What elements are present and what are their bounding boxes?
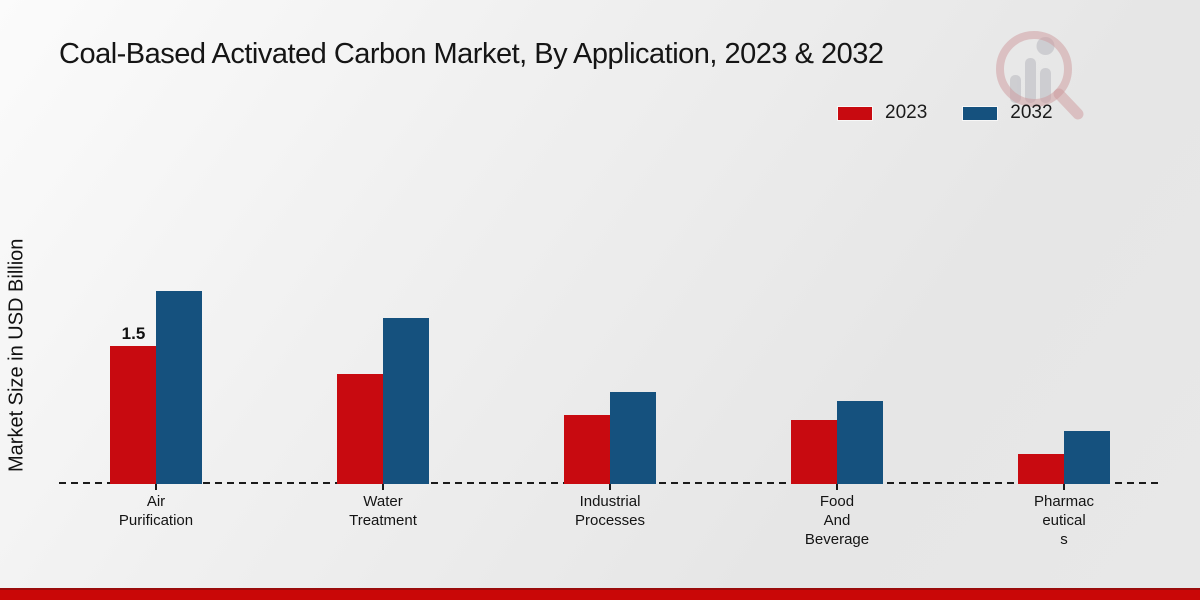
legend-swatch-2032 xyxy=(963,106,998,120)
bar-2023-air-purification xyxy=(110,346,156,484)
footer-accent-bar xyxy=(0,588,1200,600)
x-axis-category-label-industrial-processes: Industrial Processes xyxy=(530,492,690,530)
category-label-line: Water xyxy=(363,493,403,510)
category-label-line: Air xyxy=(146,493,166,510)
category-label-line: eutical xyxy=(1042,512,1086,529)
category-label-line: Industrial xyxy=(579,493,641,510)
legend-swatch-2023 xyxy=(838,106,872,120)
category-label-line: Processes xyxy=(574,512,646,529)
x-axis-category-label-air-purification: Air Purification xyxy=(76,492,236,530)
bar-value-label: 1.5 xyxy=(121,324,146,343)
x-axis-tick-pharmaceuticals xyxy=(1063,484,1065,490)
bar-2023-industrial-processes xyxy=(564,415,610,484)
category-label-line: Pharmac xyxy=(1033,493,1095,510)
x-axis-category-label-food-and-beverage: Food And Beverage xyxy=(757,492,917,549)
category-label-line: Treatment xyxy=(349,512,417,529)
legend-label-2032: 2032 xyxy=(1010,102,1053,123)
bar-2032-food-and-beverage xyxy=(837,401,883,484)
category-label-line: s xyxy=(1060,531,1068,548)
chart-title: Coal-Based Activated Carbon Market, By A… xyxy=(59,38,884,70)
bar-2032-air-purification xyxy=(156,291,202,484)
category-label-line: Food xyxy=(819,493,855,510)
bar-2023-food-and-beverage xyxy=(791,420,837,484)
bar-2032-water-treatment xyxy=(383,318,429,484)
x-axis-tick-air-purification xyxy=(155,484,157,490)
category-label-line: Beverage xyxy=(804,531,870,548)
x-axis-tick-food-and-beverage xyxy=(836,484,838,490)
market-research-logo-watermark-icon xyxy=(988,22,1088,120)
category-label-line: Purification xyxy=(118,512,194,529)
legend-item-2032: 2032 xyxy=(963,102,1053,124)
legend-label-2023: 2023 xyxy=(885,102,928,123)
legend-item-2023: 2023 xyxy=(838,102,927,124)
x-axis-tick-water-treatment xyxy=(382,484,384,490)
legend: 2023 2032 xyxy=(838,102,1053,124)
y-axis-label: Market Size in USD Billion xyxy=(5,238,28,472)
bar-2032-industrial-processes xyxy=(610,392,656,484)
x-axis-category-label-pharmaceuticals: Pharmac eutical s xyxy=(984,492,1144,549)
x-axis-tick-industrial-processes xyxy=(609,484,611,490)
bar-2023-pharmaceuticals xyxy=(1018,454,1064,484)
bar-2023-water-treatment xyxy=(337,374,383,484)
x-axis-category-label-water-treatment: Water Treatment xyxy=(303,492,463,530)
category-label-line: And xyxy=(823,512,851,529)
bar-2032-pharmaceuticals xyxy=(1064,431,1110,484)
